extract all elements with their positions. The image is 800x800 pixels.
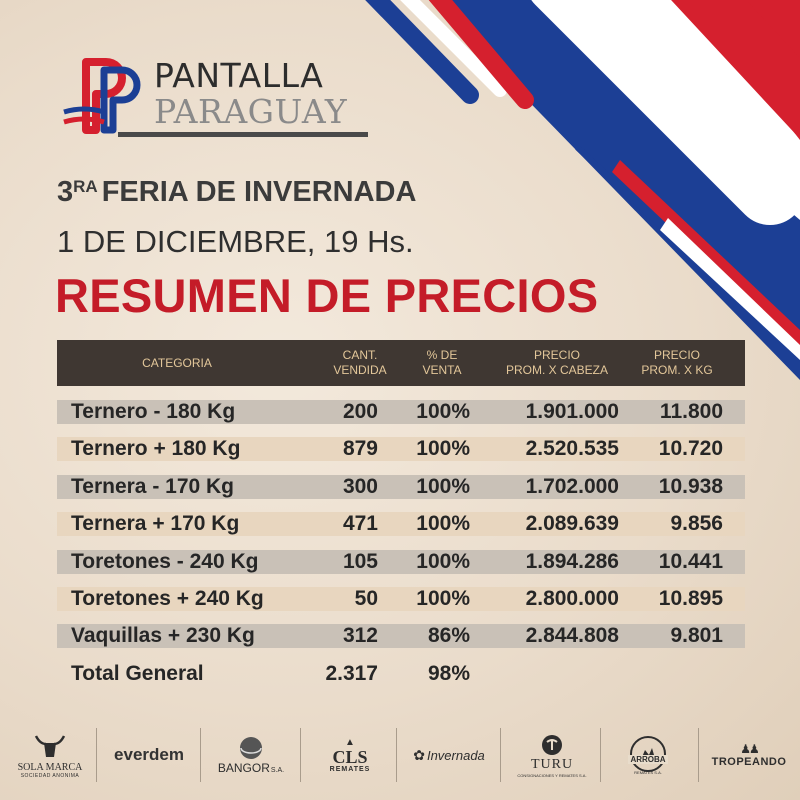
swirl-icon: ✿: [413, 746, 425, 763]
cell-precio-kg: 10.938: [658, 475, 723, 498]
cell-precio-cabeza: 1.901.000: [525, 400, 619, 423]
total-porcentaje: 98%: [427, 662, 470, 685]
cell-cantidad: 879: [342, 437, 378, 460]
sponsor-name: SOLA MARCA: [17, 761, 83, 773]
cell-categoria: Ternera + 170 Kg: [71, 512, 240, 535]
cell-precio-cabeza: 1.894.286: [525, 550, 619, 573]
sponsor-name: CLS: [332, 747, 368, 767]
sponsor-arroba: ARROBA REMATES S.A.: [612, 722, 684, 788]
cell-precio-cabeza: 2.844.808: [525, 624, 619, 647]
cell-precio-kg: 11.800: [659, 400, 723, 423]
table-row: Ternero - 180 Kg 200 100% 1.901.000 11.8…: [57, 400, 745, 424]
cell-categoria: Ternero + 180 Kg: [71, 437, 241, 460]
sponsor-bangor: BANGORS.A.: [208, 722, 294, 788]
cell-precio-kg: 9.801: [670, 624, 723, 647]
total-label: Total General: [71, 662, 204, 685]
sponsor-sola-marca: SOLA MARCA SOCIEDAD ANONIMA: [14, 722, 86, 788]
header-porcentaje: % DE VENTA: [422, 348, 462, 377]
cell-categoria: Ternera - 170 Kg: [71, 475, 235, 498]
cell-precio-cabeza: 2.800.000: [525, 587, 619, 610]
cell-cantidad: 50: [354, 587, 378, 610]
table-row: Toretones - 240 Kg 105 100% 1.894.286 10…: [57, 550, 745, 574]
sponsor-divider: [200, 728, 201, 782]
sponsor-sub: CONSIGNACIONES Y REMATES S.A.: [517, 772, 587, 778]
logo-word-paraguay: PARAGUAY: [154, 92, 348, 131]
sponsor-name: Invernada: [426, 747, 485, 763]
sponsor-name: TROPEANDO: [711, 756, 787, 768]
sponsor-name: everdem: [114, 745, 184, 764]
table-row: Vaquillas + 230 Kg 312 86% 2.844.808 9.8…: [57, 624, 745, 648]
logo-word-pantalla: PANTALLA: [154, 56, 324, 95]
table-row: Ternera - 170 Kg 300 100% 1.702.000 10.9…: [57, 475, 745, 499]
sponsor-strip: SOLA MARCA SOCIEDAD ANONIMA everdem BANG…: [0, 722, 800, 788]
pantalla-paraguay-logo: PANTALLA PARAGUAY: [58, 50, 378, 145]
header-categoria: CATEGORIA: [142, 355, 212, 370]
cell-precio-kg: 9.856: [670, 512, 723, 535]
sponsor-name: TURU: [530, 756, 574, 772]
cell-cantidad: 312: [342, 624, 378, 647]
event-name: FERIA DE INVERNADA: [101, 176, 417, 208]
sponsor-sub: REMATES: [329, 766, 371, 773]
logo-underline: [118, 132, 368, 137]
cell-precio-kg: 10.895: [658, 587, 723, 610]
gaucho-icon: [630, 736, 666, 772]
cell-cantidad: 471: [342, 512, 378, 535]
cell-porcentaje: 100%: [416, 550, 470, 573]
sponsor-sub: SOCIEDAD ANONIMA: [20, 772, 80, 779]
cell-categoria: Toretones - 240 Kg: [71, 550, 259, 573]
header-precio-cabeza: PRECIO PROM. X CABEZA: [505, 348, 609, 377]
sponsor-invernada: ✿ Invernada: [400, 722, 498, 788]
sponsor-name: BANGORS.A.: [217, 761, 285, 775]
header-precio-kg: PRECIO PROM. X KG: [641, 348, 713, 377]
table-row: Ternero + 180 Kg 879 100% 2.520.535 10.7…: [57, 437, 745, 461]
table-row: Toretones + 240 Kg 50 100% 2.800.000 10.…: [57, 587, 745, 611]
event-title: 3RA FERIA DE INVERNADA: [57, 176, 416, 209]
table-row: Ternera + 170 Kg 471 100% 2.089.639 9.85…: [57, 512, 745, 536]
bull-head-icon: [34, 734, 66, 757]
sponsor-name: ARROBA: [628, 755, 668, 764]
cell-porcentaje: 86%: [427, 624, 470, 647]
total-cantidad: 2.317: [325, 662, 378, 685]
header-cantidad: CANT. VENDIDA: [333, 348, 387, 377]
cell-porcentaje: 100%: [416, 475, 470, 498]
sponsor-divider: [300, 728, 301, 782]
cell-categoria: Ternero - 180 Kg: [71, 400, 236, 423]
cell-precio-cabeza: 1.702.000: [525, 475, 619, 498]
cell-porcentaje: 100%: [416, 512, 470, 535]
cell-porcentaje: 100%: [416, 400, 470, 423]
cell-precio-cabeza: 2.520.535: [525, 437, 619, 460]
bull-icon: ▲: [345, 737, 355, 748]
cell-porcentaje: 100%: [416, 437, 470, 460]
cell-categoria: Toretones + 240 Kg: [71, 587, 264, 610]
sponsor-sub: REMATES S.A.: [634, 770, 662, 775]
cell-cantidad: 200: [342, 400, 378, 423]
sponsor-cls-remates: ▲ CLS REMATES: [310, 722, 390, 788]
sponsor-divider: [500, 728, 501, 782]
riders-icon: ♟♟: [740, 742, 759, 756]
total-row: Total General 2.317 98%: [57, 662, 745, 686]
sponsor-everdem: everdem: [104, 722, 194, 788]
cell-cantidad: 105: [342, 550, 378, 573]
sponsor-divider: [698, 728, 699, 782]
event-date: 1 DE DICIEMBRE, 19 Hs.: [57, 224, 414, 259]
sponsor-tropeando: ♟♟ TROPEANDO: [706, 722, 792, 788]
sphere-icon: [240, 737, 262, 759]
cell-precio-cabeza: 2.089.639: [525, 512, 619, 535]
horn-icon: [542, 734, 562, 755]
pp-monogram-icon: [63, 58, 141, 134]
cell-precio-kg: 10.720: [658, 437, 723, 460]
sponsor-turu: TURU CONSIGNACIONES Y REMATES S.A.: [512, 722, 592, 788]
cell-precio-kg: 10.441: [658, 550, 723, 573]
sponsor-divider: [396, 728, 397, 782]
cell-categoria: Vaquillas + 230 Kg: [71, 624, 255, 647]
table-header: CATEGORIA CANT. VENDIDA % DE VENTA PRECI…: [57, 340, 745, 386]
cell-cantidad: 300: [342, 475, 378, 498]
cell-porcentaje: 100%: [416, 587, 470, 610]
ordinal-number: 3: [57, 176, 74, 208]
sponsor-divider: [96, 728, 97, 782]
sponsor-divider: [600, 728, 601, 782]
page-title: RESUMEN DE PRECIOS: [55, 269, 599, 322]
ordinal-suffix: RA: [73, 177, 98, 196]
